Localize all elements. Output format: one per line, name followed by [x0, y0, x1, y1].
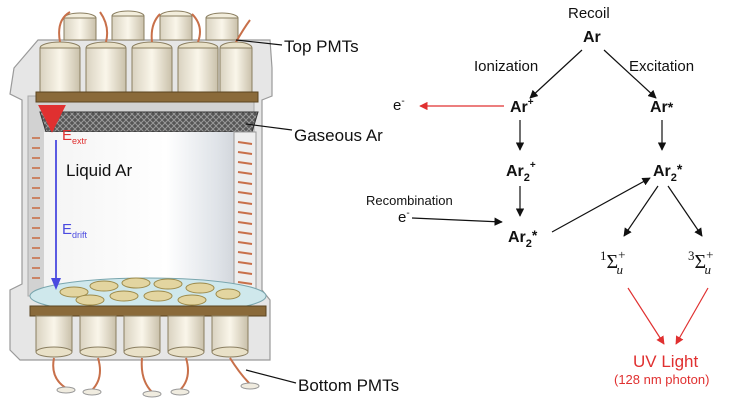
ar-ion-main: Ar [510, 99, 528, 116]
arrow-ar2-left-to-right [551, 177, 651, 233]
top-cables [58, 11, 251, 43]
bottom-pmt [35, 315, 73, 358]
ar2-ion-sub: 2 [524, 172, 530, 184]
arrow-singlet-to-uv [627, 287, 665, 345]
recombination-label: Recombination [366, 193, 453, 208]
field-cage-right [237, 141, 253, 285]
ar2-ion-node: Ar2+ [506, 160, 536, 184]
singlet-sup: + [618, 247, 625, 262]
ar2-excited-right-node: Ar2* [653, 161, 683, 184]
bottom-pmt [79, 315, 117, 358]
bottom-pmts-label: Bottom PMTs [298, 376, 399, 395]
ar-node: Ar [583, 29, 601, 46]
singlet-pre: 1 [600, 248, 607, 263]
ar-ion-node: Ar+ [510, 97, 534, 116]
ar2-excited-right-main: Ar [653, 163, 671, 180]
electron-main: e [393, 97, 401, 114]
top-pmt [131, 41, 173, 97]
top-base-plate [35, 91, 259, 103]
bottom-pmt [167, 315, 205, 358]
ar-excited-sup: * [668, 99, 674, 115]
electron-node: e- [393, 96, 405, 114]
recoil-label: Recoil [568, 5, 610, 22]
singlet-state: 1Σ+ u [600, 247, 625, 277]
ar2-excited-left-main: Ar [508, 229, 526, 246]
e-extr-label: Eextr [62, 127, 87, 146]
liquid-ar-label: Liquid Ar [66, 161, 132, 180]
ar2-excited-left-node: Ar2* [508, 227, 538, 250]
recomb-electron-node: e- [398, 208, 410, 226]
bottom-cables [52, 357, 251, 393]
ar-excited-node: Ar* [650, 99, 674, 116]
top-pmt-array [35, 10, 259, 103]
e-drift-arrowhead [51, 278, 61, 290]
arrow-triplet-to-uv [675, 287, 709, 345]
ionization-label: Ionization [474, 58, 538, 75]
arrow-ar-to-ion [529, 49, 583, 99]
gaseous-ar-leader [245, 123, 293, 131]
electron-sup: - [401, 96, 404, 107]
top-pmt-back-row [63, 10, 239, 41]
field-cage-left [32, 137, 40, 279]
gas-pocket-grid [39, 111, 259, 133]
bottom-pmt-faces [59, 277, 241, 306]
arrow-recombination [411, 217, 503, 226]
e-extr-sub: extr [72, 136, 87, 146]
arrow-to-triplet [667, 185, 703, 237]
bottom-pmt-array [29, 305, 267, 398]
recomb-electron-sup: - [406, 208, 409, 219]
triplet-main: Σ [695, 251, 707, 273]
arrow-to-singlet [623, 185, 659, 237]
arrow-ar-to-exc [603, 49, 657, 99]
top-pmts-label: Top PMTs [284, 37, 359, 56]
e-drift-label: Edrift [62, 221, 88, 240]
ar2-ion-main: Ar [506, 163, 524, 180]
photon-label: (128 nm photon) [614, 372, 709, 387]
uv-light-label: UV Light [633, 352, 698, 371]
ar2-excited-right-sub: 2 [671, 172, 677, 184]
ar2-excited-left-sup: * [532, 227, 538, 243]
e-drift-main: E [62, 221, 72, 238]
bottom-pmt [211, 315, 249, 358]
e-extr-main: E [62, 127, 72, 144]
detector-illustration: Top PMTs Gaseous Ar Liquid Ar Bottom PMT… [9, 10, 399, 398]
singlet-main: Σ [607, 251, 619, 273]
bottom-base-plate [29, 305, 267, 317]
e-drift-sub: drift [72, 230, 88, 240]
ar2-excited-left-sub: 2 [526, 238, 532, 250]
top-pmt [39, 41, 81, 97]
ar2-ion-sup: + [530, 160, 536, 171]
gaseous-ar-label: Gaseous Ar [294, 126, 383, 145]
recomb-electron-main: e [398, 209, 406, 226]
liquid-argon-volume [44, 132, 248, 292]
triplet-sub: u [704, 262, 711, 277]
excitation-label: Excitation [629, 58, 694, 75]
triplet-state: 3Σ+ u [688, 247, 713, 277]
ar-ion-sup: + [528, 97, 534, 108]
top-pmts-leader [235, 39, 283, 46]
singlet-sub: u [616, 262, 623, 277]
ar2-excited-right-sup: * [677, 161, 683, 177]
bottom-pmt [123, 315, 161, 358]
ar-excited-main: Ar [650, 99, 668, 116]
top-pmt [219, 41, 253, 97]
top-pmt [177, 41, 219, 97]
top-pmt [85, 41, 127, 97]
triplet-sup: + [706, 247, 713, 262]
triplet-pre: 3 [688, 248, 695, 263]
bottom-connectors [56, 382, 260, 398]
bottom-pmts-leader [245, 369, 297, 384]
reaction-scheme: Recoil Ar Ionization Excitation e- Ar+ A… [366, 5, 713, 387]
